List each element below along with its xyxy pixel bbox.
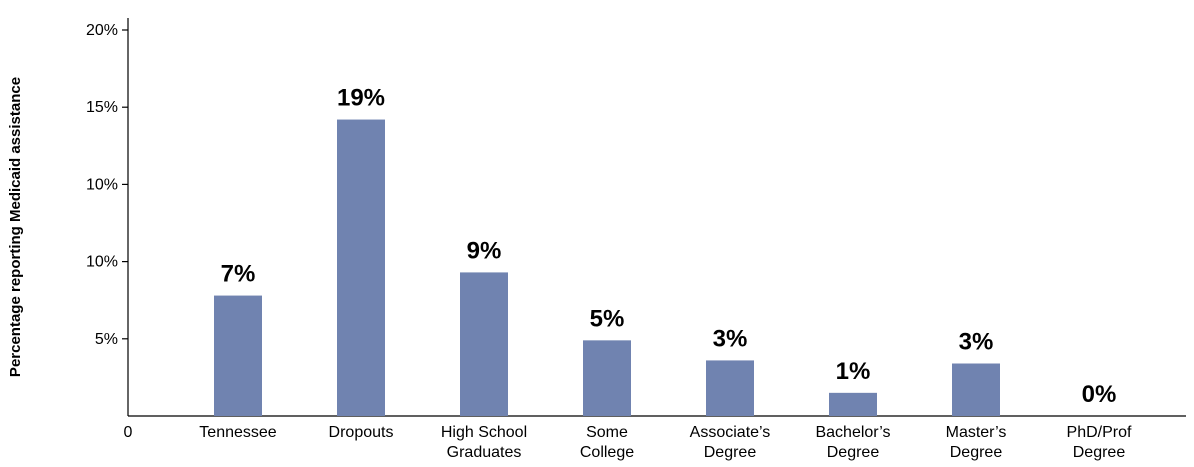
category-label: Master’s Degree bbox=[946, 424, 1007, 461]
category-label-line: Master’s bbox=[946, 424, 1007, 441]
category-label: Tennessee bbox=[199, 424, 276, 441]
origin-label: 0 bbox=[124, 424, 133, 441]
category-label: High School Graduates bbox=[441, 424, 527, 461]
category-label-line: Degree bbox=[1073, 444, 1126, 461]
category-label-line: Dropouts bbox=[329, 424, 394, 441]
bar bbox=[829, 392, 877, 416]
label-layer: 7% Tennessee 19% Dropouts 9% High School Gradu… bbox=[199, 85, 1132, 461]
data-label: 3% bbox=[959, 329, 994, 356]
bar bbox=[337, 119, 385, 416]
data-label: 3% bbox=[713, 325, 748, 352]
category-label: Some College bbox=[580, 424, 634, 461]
y-axis-title: Percentage reporting Medicaid assistance bbox=[7, 77, 24, 377]
category-label-line: Degree bbox=[827, 444, 880, 461]
category-label: Associate’s Degree bbox=[690, 424, 771, 461]
category-label-line: Graduates bbox=[447, 444, 522, 461]
data-label: 0% bbox=[1082, 381, 1117, 408]
axis-layer: 5% 10% 10% 15% 20% 0 Percentage reporting Medi… bbox=[7, 18, 1186, 441]
category-label: PhD/Prof Degree bbox=[1067, 424, 1132, 461]
category-label-line: Associate’s bbox=[690, 424, 771, 441]
category-label-line: PhD/Prof bbox=[1067, 424, 1132, 441]
category-label-line: Bachelor’s bbox=[815, 424, 890, 441]
bar bbox=[583, 340, 631, 416]
y-tick-label: 15% bbox=[86, 99, 118, 116]
data-label: 1% bbox=[836, 358, 871, 385]
data-label: 9% bbox=[467, 237, 502, 264]
bar bbox=[214, 295, 262, 416]
data-label: 7% bbox=[221, 261, 256, 288]
category-label-line: Tennessee bbox=[199, 424, 276, 441]
category-label-line: Some bbox=[586, 424, 628, 441]
category-label-line: College bbox=[580, 444, 634, 461]
y-tick-label: 10% bbox=[86, 254, 118, 271]
bar-layer bbox=[214, 119, 1000, 416]
bar bbox=[460, 272, 508, 416]
data-label: 19% bbox=[337, 85, 385, 112]
category-label-line: High School bbox=[441, 424, 527, 441]
y-tick-label: 20% bbox=[86, 22, 118, 39]
y-tick-label: 5% bbox=[95, 331, 118, 348]
y-tick-label: 10% bbox=[86, 176, 118, 193]
category-label: Bachelor’s Degree bbox=[815, 424, 890, 461]
bar bbox=[706, 360, 754, 416]
data-label: 5% bbox=[590, 305, 625, 332]
category-label-line: Degree bbox=[704, 444, 757, 461]
category-label: Dropouts bbox=[329, 424, 394, 441]
bar bbox=[952, 363, 1000, 416]
category-label-line: Degree bbox=[950, 444, 1003, 461]
